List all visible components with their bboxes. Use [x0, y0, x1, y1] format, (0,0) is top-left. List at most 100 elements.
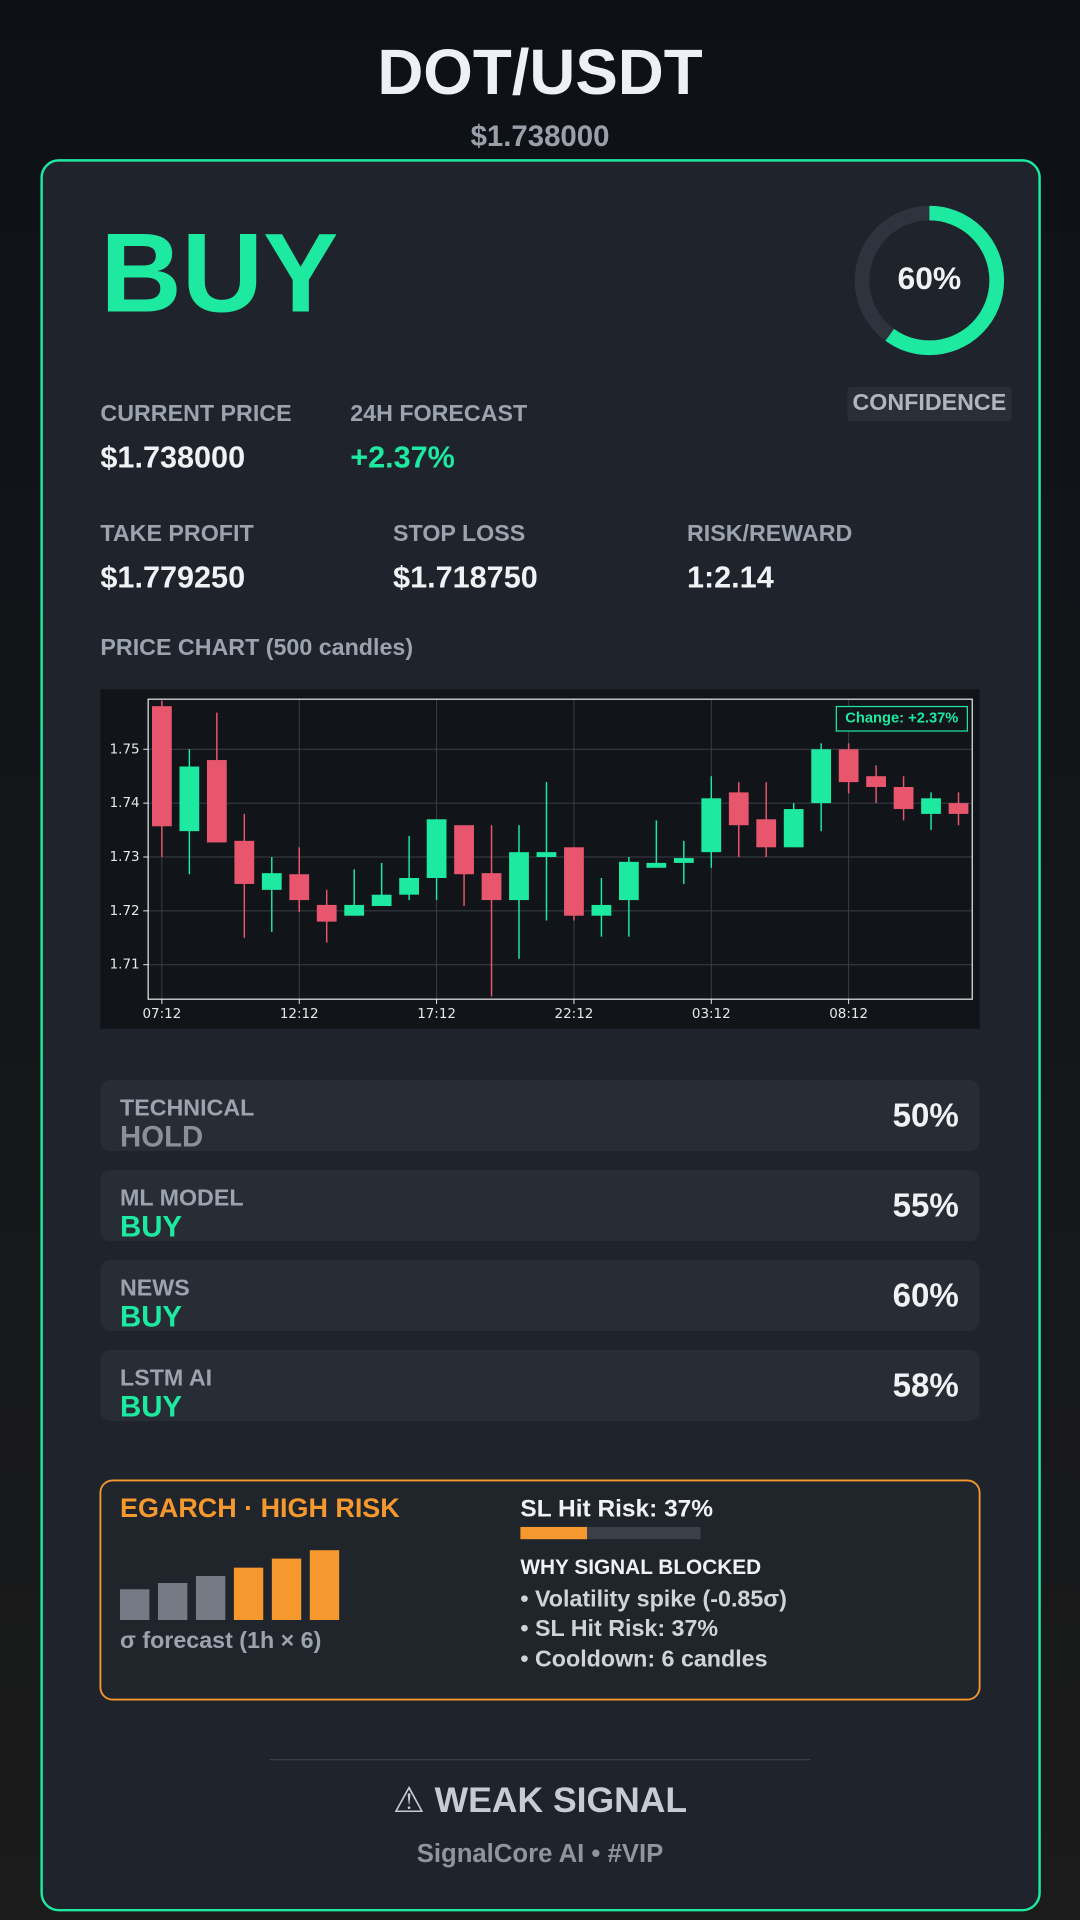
candle-body [756, 819, 777, 848]
candle-body [179, 766, 200, 832]
sigma-bar [120, 1589, 150, 1620]
candle-body [234, 840, 255, 884]
x-tick-label: 08:12 [829, 1007, 868, 1022]
chart-annotation: Change: +2.37% [845, 711, 958, 727]
candle-body [206, 760, 227, 843]
pair-title: DOT/USDT [377, 37, 702, 108]
candle-body [289, 874, 310, 901]
sl-risk-fill [520, 1526, 588, 1540]
sigma-bar [195, 1576, 226, 1620]
candle-body [618, 861, 639, 901]
model-score: 55% [893, 1188, 959, 1225]
model-row [100, 1170, 980, 1242]
candle-body [783, 809, 804, 848]
x-tick-label: 12:12 [280, 1007, 319, 1022]
egarch-title: EGARCH · HIGH RISK [120, 1493, 400, 1523]
footer-brand: SignalCore AI • #VIP [417, 1840, 664, 1868]
candle-body [426, 819, 447, 878]
blocked-title: WHY SIGNAL BLOCKED [520, 1556, 761, 1579]
plot-frame [147, 698, 973, 1000]
metric-label: RISK/REWARD [687, 520, 852, 546]
candle-body [921, 798, 941, 814]
x-tick-label: 22:12 [555, 1007, 594, 1022]
blocked-reason: • Volatility spike (-0.85σ) [520, 1586, 787, 1612]
y-tick-label: 1.73 [110, 850, 140, 865]
sigma-bar [309, 1550, 340, 1620]
metric-label: CURRENT PRICE [100, 400, 291, 426]
y-tick-label: 1.75 [110, 742, 140, 757]
model-score: 58% [893, 1368, 959, 1405]
sigma-bar [233, 1567, 264, 1620]
sigma-bar [157, 1583, 188, 1620]
candle-body [591, 904, 612, 916]
model-score: 60% [893, 1278, 959, 1315]
candle-body [454, 825, 474, 875]
candle-body [948, 803, 969, 814]
model-label: NEWS [120, 1275, 190, 1301]
y-tick-label: 1.71 [110, 958, 140, 973]
candle-body [371, 894, 392, 907]
confidence-badge [847, 386, 1012, 422]
header-price: $1.738000 [471, 120, 610, 153]
metric-value: $1.779250 [100, 560, 245, 594]
egarch-panel [99, 1479, 981, 1701]
sigma-bar [271, 1558, 302, 1620]
model-signal: BUY [120, 1211, 182, 1244]
model-row [100, 1080, 980, 1152]
model-label: TECHNICAL [120, 1095, 254, 1121]
metric-label: STOP LOSS [393, 520, 525, 546]
candle-body [399, 877, 420, 895]
model-row [100, 1260, 980, 1332]
chart-panel [100, 689, 980, 1029]
metric-value: 1:2.14 [687, 560, 774, 594]
metric-label: TAKE PROFIT [100, 520, 253, 546]
candle-body [509, 852, 529, 901]
candle-body [866, 776, 886, 787]
blocked-reason: • SL Hit Risk: 37% [520, 1615, 718, 1641]
candle-body [701, 798, 722, 853]
x-tick-label: 03:12 [692, 1007, 731, 1022]
signal-action: BUY [100, 209, 338, 335]
confidence-arc [854, 205, 1005, 356]
candle-body [838, 749, 859, 783]
candle-body [728, 792, 749, 826]
change-badge [835, 705, 968, 732]
candle-body [646, 862, 667, 868]
candle-body [673, 858, 694, 863]
model-signal: BUY [120, 1301, 182, 1334]
chart-title: PRICE CHART (500 candles) [100, 634, 413, 660]
confidence-label: CONFIDENCE [853, 389, 1007, 415]
card [40, 159, 1041, 1912]
candle-body [536, 852, 557, 857]
model-signal: BUY [120, 1391, 182, 1424]
metric-value: $1.718750 [393, 560, 538, 594]
sigma-caption: σ forecast (1h × 6) [120, 1627, 321, 1653]
y-tick-label: 1.72 [110, 904, 140, 919]
metric-label: 24H FORECAST [350, 400, 527, 426]
candle-body [564, 847, 584, 916]
model-label: ML MODEL [120, 1185, 244, 1211]
y-tick-label: 1.74 [110, 796, 140, 811]
model-score: 50% [893, 1098, 959, 1135]
x-tick-label: 17:12 [417, 1007, 456, 1022]
candle-body [261, 873, 282, 890]
candle-body [481, 873, 502, 901]
blocked-reason: • Cooldown: 6 candles [520, 1646, 767, 1672]
sl-risk-label: SL Hit Risk: 37% [520, 1495, 713, 1522]
confidence-value: 60% [898, 260, 962, 296]
model-signal: HOLD [120, 1121, 203, 1154]
candle-body [344, 904, 365, 916]
model-label: LSTM AI [120, 1365, 212, 1391]
x-tick-label: 07:12 [143, 1007, 182, 1022]
metric-value: +2.37% [350, 440, 455, 474]
footer-status: ⚠ WEAK SIGNAL [393, 1780, 687, 1820]
candle-body [893, 786, 914, 810]
metric-value: $1.738000 [100, 440, 245, 474]
candle-body [316, 904, 337, 922]
candle-body [152, 706, 172, 827]
candle-body [811, 749, 832, 804]
model-row [100, 1350, 980, 1422]
